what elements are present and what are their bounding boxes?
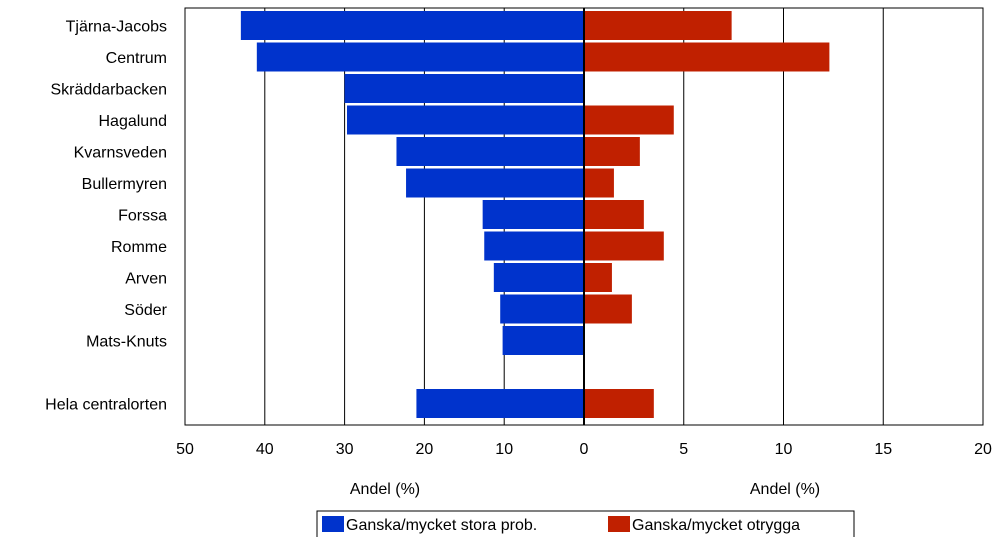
legend-swatch-stora-prob — [322, 516, 344, 532]
bar-otrygga — [584, 200, 644, 229]
category-label: Bullermyren — [82, 176, 167, 193]
legend-label-stora-prob: Ganska/mycket stora prob. — [346, 517, 537, 534]
tick-label-right-10: 10 — [775, 441, 793, 458]
tick-label-right-0: 0 — [580, 441, 589, 458]
bar-stora-prob — [482, 200, 584, 229]
tick-label-left-30: 30 — [336, 441, 354, 458]
tick-labels: 50 40 30 20 10 0 5 10 15 20 — [176, 441, 992, 458]
category-label: Mats-Knuts — [86, 334, 167, 351]
bar-stora-prob — [344, 74, 584, 103]
bar-otrygga — [584, 294, 632, 324]
bar-stora-prob — [406, 168, 584, 198]
bars — [240, 11, 830, 418]
plot-frame — [184, 7, 984, 426]
tick-label-left-50: 50 — [176, 441, 194, 458]
bar-otrygga — [584, 42, 830, 72]
bar-otrygga — [584, 168, 614, 198]
category-labels: Tjärna-Jacobs Centrum Skräddarbacken Hagalu… — [45, 19, 168, 414]
tick-label-left-10: 10 — [495, 441, 513, 458]
tick-label-left-20: 20 — [416, 441, 434, 458]
bar-stora-prob — [416, 389, 584, 418]
category-label: Tjärna-Jacobs — [66, 19, 167, 36]
left-axis-label: Andel (%) — [350, 481, 420, 498]
bar-otrygga — [584, 263, 612, 292]
bar-stora-prob — [346, 105, 584, 135]
bar-stora-prob — [396, 137, 584, 166]
bar-stora-prob — [500, 294, 584, 324]
category-label: Skräddarbacken — [50, 82, 167, 99]
category-label: Centrum — [106, 50, 167, 67]
bar-otrygga — [584, 137, 640, 166]
category-label: Forssa — [118, 208, 167, 225]
bar-otrygga — [584, 11, 732, 40]
bar-stora-prob — [502, 326, 584, 355]
tick-label-right-15: 15 — [874, 441, 892, 458]
category-label: Hagalund — [99, 113, 168, 130]
bar-otrygga — [584, 105, 674, 135]
tick-label-right-5: 5 — [679, 441, 688, 458]
legend-box — [316, 510, 855, 537]
category-label: Arven — [125, 271, 167, 288]
bar-otrygga — [584, 389, 654, 418]
category-label: Söder — [124, 302, 167, 319]
tick-label-right-20: 20 — [974, 441, 992, 458]
bar-stora-prob — [240, 11, 585, 40]
tick-label-left-40: 40 — [256, 441, 274, 458]
bar-stora-prob — [256, 42, 584, 72]
bar-otrygga — [584, 231, 664, 261]
bar-stora-prob — [484, 231, 584, 261]
bar-stora-prob — [493, 263, 584, 292]
category-label: Kvarnsveden — [74, 145, 167, 162]
right-axis-label: Andel (%) — [750, 481, 820, 498]
legend-label-otrygga: Ganska/mycket otrygga — [632, 517, 800, 534]
legend: Ganska/mycket stora prob. Ganska/mycket … — [316, 510, 855, 537]
category-label: Hela centralorten — [45, 397, 167, 414]
category-label: Romme — [111, 239, 167, 256]
legend-swatch-otrygga — [608, 516, 630, 532]
